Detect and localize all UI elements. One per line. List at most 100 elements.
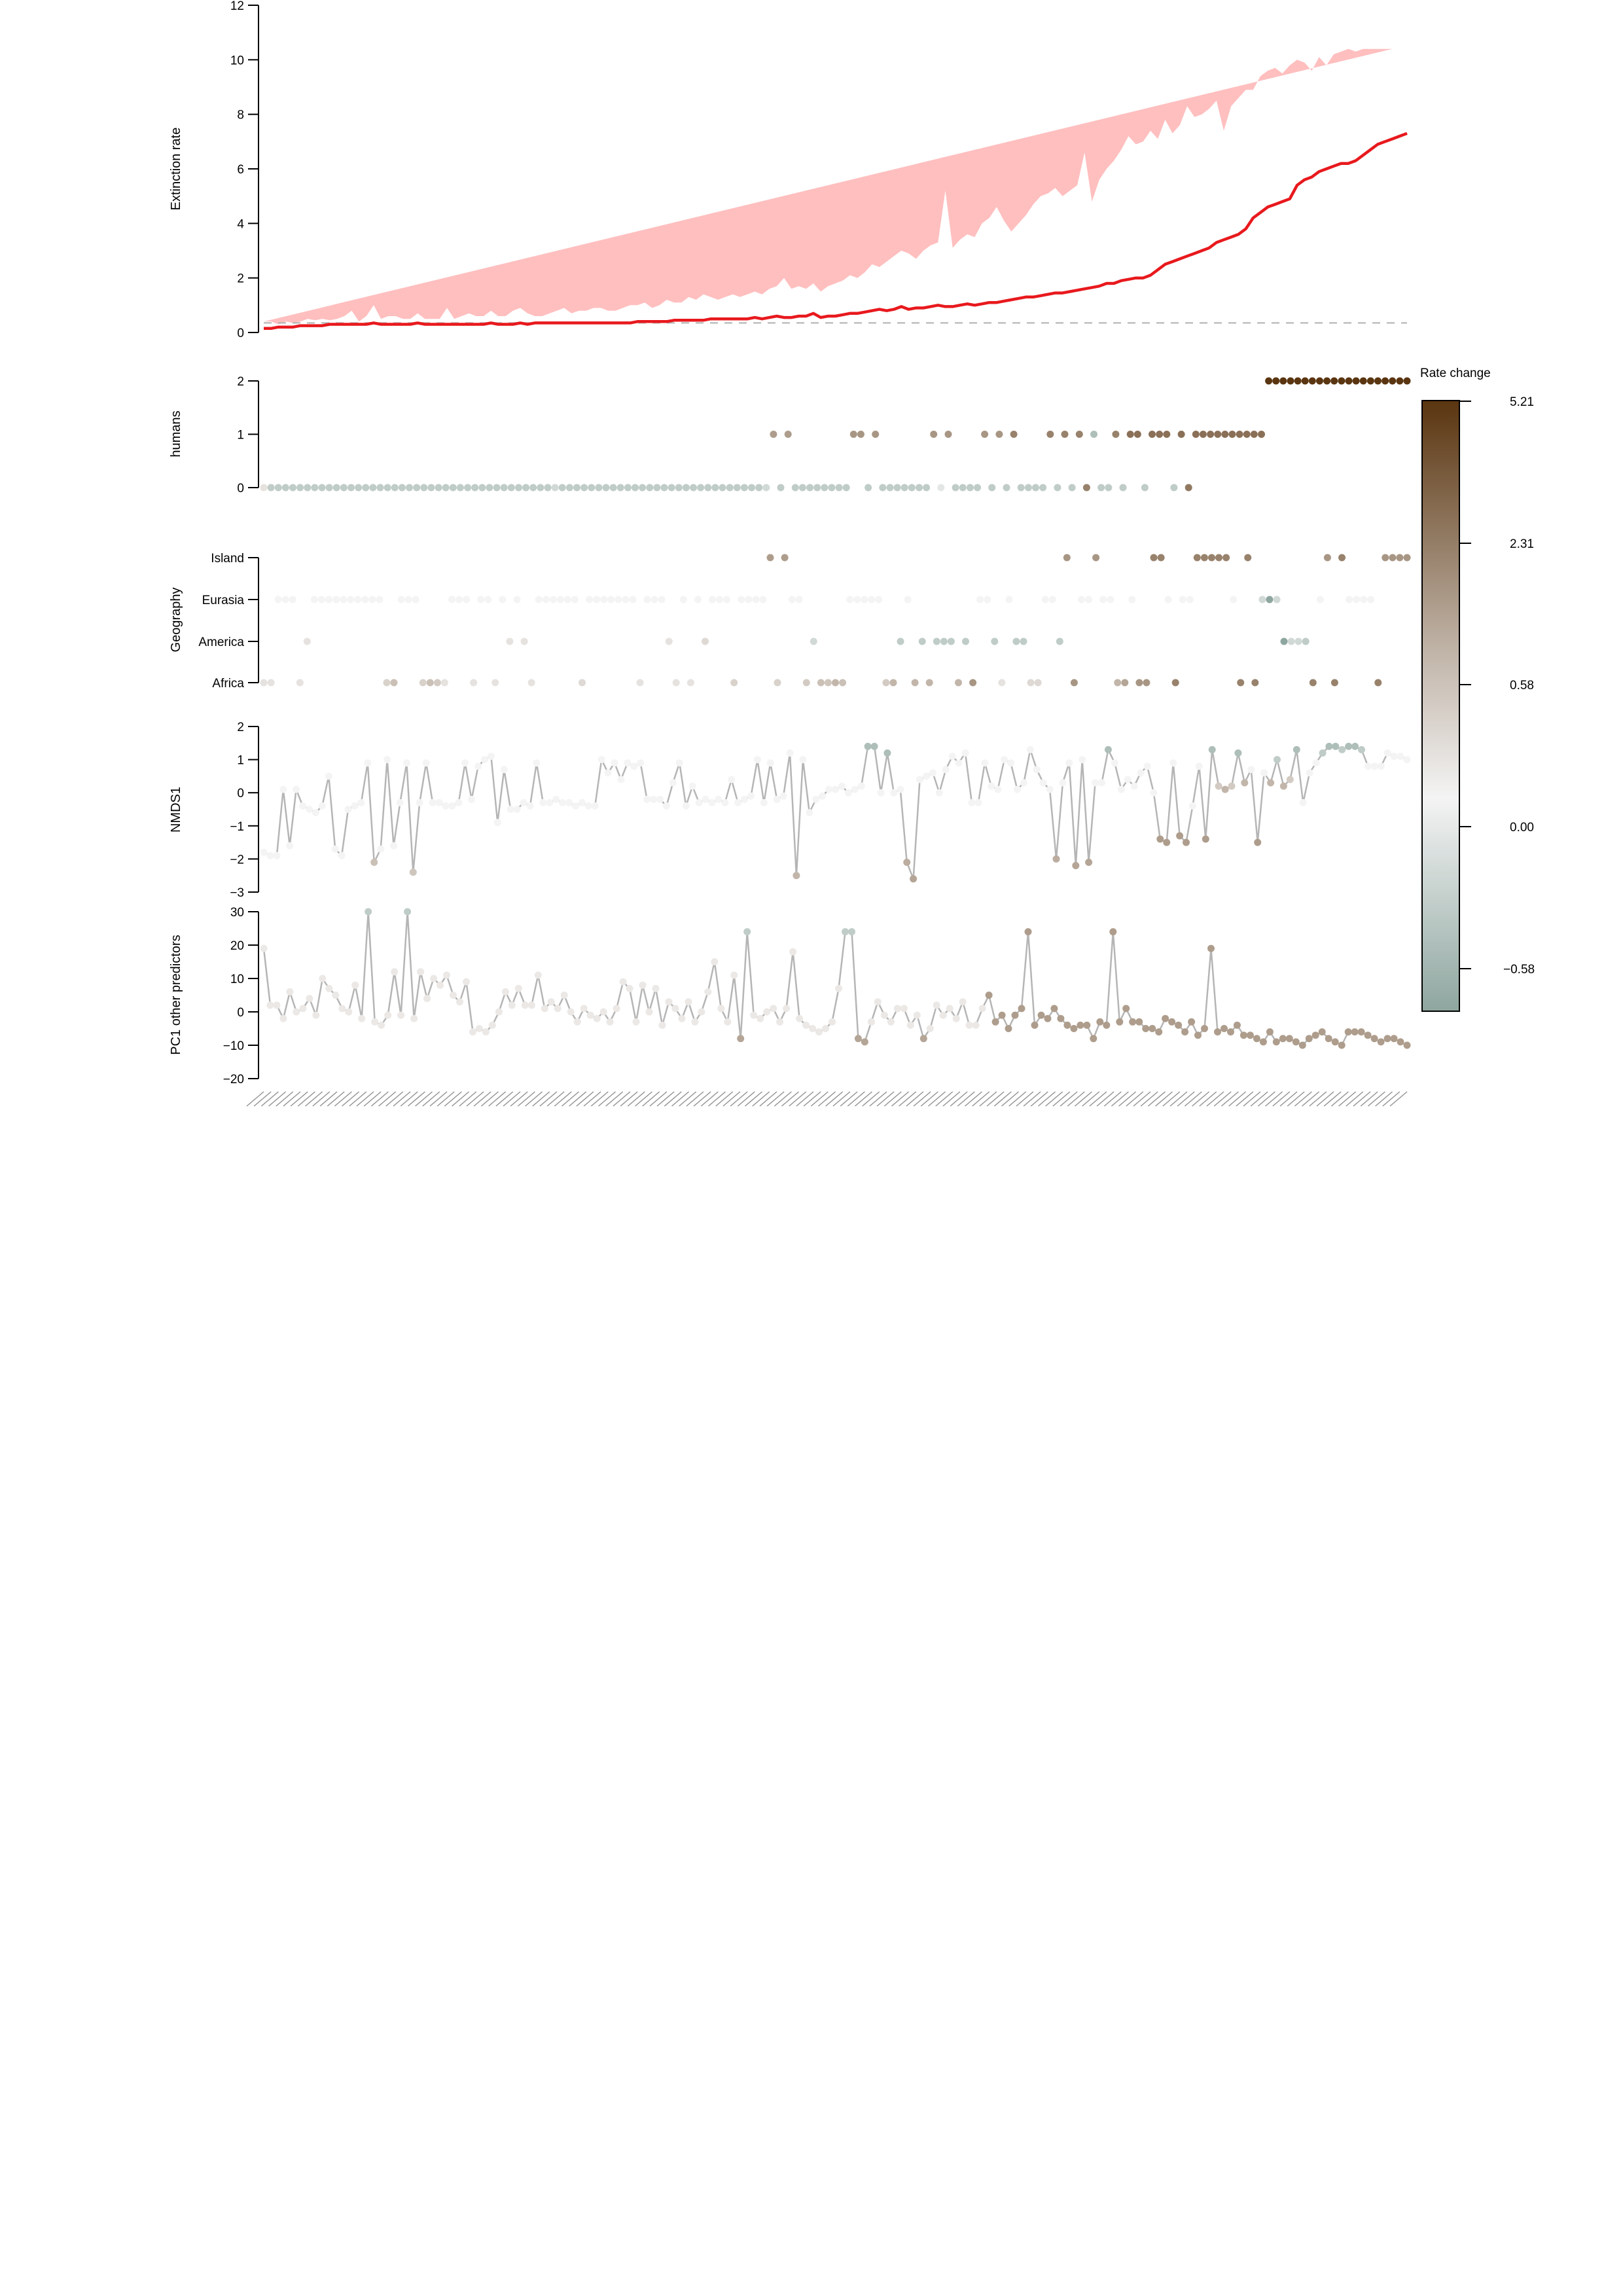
- series-point: [626, 984, 633, 992]
- humans-point: [348, 484, 355, 492]
- geography-point: [1200, 554, 1208, 562]
- y-tick-label: 0: [237, 1006, 244, 1020]
- series-point: [1233, 1021, 1241, 1029]
- geography-point: [759, 596, 767, 603]
- series-point: [825, 785, 833, 793]
- x-tick-mark: [1206, 1091, 1224, 1107]
- series-point: [371, 1018, 379, 1026]
- geography-point: [1099, 596, 1107, 603]
- humans-point: [1075, 431, 1083, 438]
- series-point: [559, 798, 567, 806]
- series-point: [728, 776, 736, 783]
- geography-point: [1048, 596, 1056, 603]
- series-point: [695, 798, 703, 806]
- series-point: [757, 1014, 764, 1022]
- geography-point: [752, 596, 760, 603]
- series-point: [1188, 802, 1196, 810]
- series-point: [1098, 779, 1105, 787]
- series-point: [318, 802, 326, 810]
- rate-change-colorbar: Rate change 5.21 2.31 0.58 0.00 −0.58: [1420, 367, 1535, 1012]
- series-point: [384, 1011, 392, 1019]
- series-point: [604, 769, 612, 777]
- x-tick-mark: [546, 1091, 565, 1107]
- geography-point: [1280, 637, 1288, 645]
- x-tick-mark: [1250, 1091, 1268, 1107]
- series-point: [1344, 1028, 1352, 1036]
- humans-point: [1156, 431, 1164, 438]
- humans-point: [1279, 377, 1287, 385]
- colorbar-tick-minus-0.58: −0.58: [1459, 963, 1535, 977]
- series-point: [469, 1028, 476, 1036]
- series-point: [1149, 1025, 1156, 1032]
- geography-point: [723, 596, 731, 603]
- series-point: [1311, 1031, 1319, 1039]
- x-tick-mark: [422, 1091, 440, 1107]
- humans-point: [1250, 431, 1258, 438]
- series-point: [637, 759, 645, 767]
- humans-point: [1382, 377, 1389, 385]
- series-point: [1090, 1035, 1097, 1043]
- x-tick-mark: [752, 1091, 770, 1107]
- series-point: [1122, 1005, 1130, 1013]
- x-tick-mark: [319, 1091, 338, 1107]
- x-tick-mark: [613, 1091, 631, 1107]
- series-point: [1306, 769, 1313, 777]
- humans-point: [988, 484, 996, 492]
- series-point: [1116, 1018, 1124, 1026]
- humans-point: [1054, 484, 1061, 492]
- series-point: [526, 802, 534, 810]
- y-axis-label: Geography: [169, 588, 183, 653]
- x-tick-mark: [1111, 1091, 1129, 1107]
- x-tick-mark: [1030, 1091, 1048, 1107]
- geography-point: [665, 637, 673, 645]
- geography-point: [1128, 596, 1136, 603]
- geography-point: [347, 596, 355, 603]
- x-tick-mark: [466, 1091, 484, 1107]
- geography-point: [1186, 596, 1194, 603]
- x-tick-mark: [1133, 1091, 1151, 1107]
- series-point: [443, 971, 450, 979]
- series-point: [880, 1011, 888, 1019]
- series-point: [906, 1021, 914, 1029]
- series-point: [429, 798, 437, 806]
- geography-point: [643, 596, 651, 603]
- series-point: [933, 1001, 940, 1009]
- series-point: [1377, 1038, 1385, 1046]
- geography-point: [586, 596, 594, 603]
- geography-point: [563, 596, 571, 603]
- x-tick-mark: [1213, 1091, 1232, 1107]
- series-point: [717, 1005, 725, 1013]
- humans-point: [1265, 377, 1273, 385]
- series-point: [1011, 1011, 1019, 1019]
- series-point: [935, 789, 943, 797]
- geography-point: [1338, 554, 1346, 562]
- x-tick-mark: [671, 1091, 689, 1107]
- humans-point: [675, 484, 683, 492]
- series-point: [669, 779, 677, 787]
- humans-point: [872, 431, 880, 438]
- series-point: [332, 992, 340, 999]
- x-tick-mark: [363, 1091, 382, 1107]
- humans-point: [1185, 484, 1192, 492]
- series-point: [493, 819, 501, 827]
- colorbar-tick-label: −0.58: [1503, 963, 1535, 977]
- humans-point: [981, 431, 989, 438]
- series-point: [1370, 762, 1378, 770]
- series-point: [1085, 859, 1093, 866]
- series-point: [952, 1014, 960, 1022]
- geography-point: [1374, 679, 1382, 687]
- y-axis-label: PC1 other predictors: [169, 935, 183, 1054]
- geography-point: [991, 637, 999, 645]
- series-point: [565, 798, 573, 806]
- humans-point: [682, 484, 690, 492]
- humans-point: [1207, 431, 1215, 438]
- humans-point: [332, 484, 340, 492]
- geography-point: [1330, 679, 1338, 687]
- series-point: [260, 848, 268, 856]
- series-point: [643, 795, 651, 803]
- series-point: [1364, 762, 1372, 770]
- series-point: [929, 769, 936, 777]
- x-tick-mark: [825, 1091, 844, 1107]
- series-point: [423, 995, 431, 1003]
- x-tick-mark: [268, 1091, 287, 1107]
